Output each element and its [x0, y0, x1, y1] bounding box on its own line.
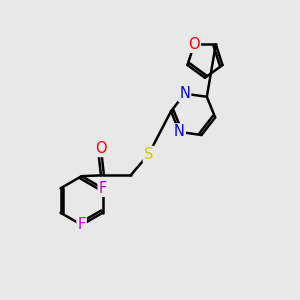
Text: F: F	[99, 181, 107, 196]
Text: F: F	[77, 218, 86, 232]
Text: N: N	[174, 124, 185, 140]
Text: O: O	[95, 141, 107, 156]
Text: S: S	[144, 147, 153, 162]
Text: N: N	[179, 86, 190, 101]
Text: O: O	[188, 37, 200, 52]
